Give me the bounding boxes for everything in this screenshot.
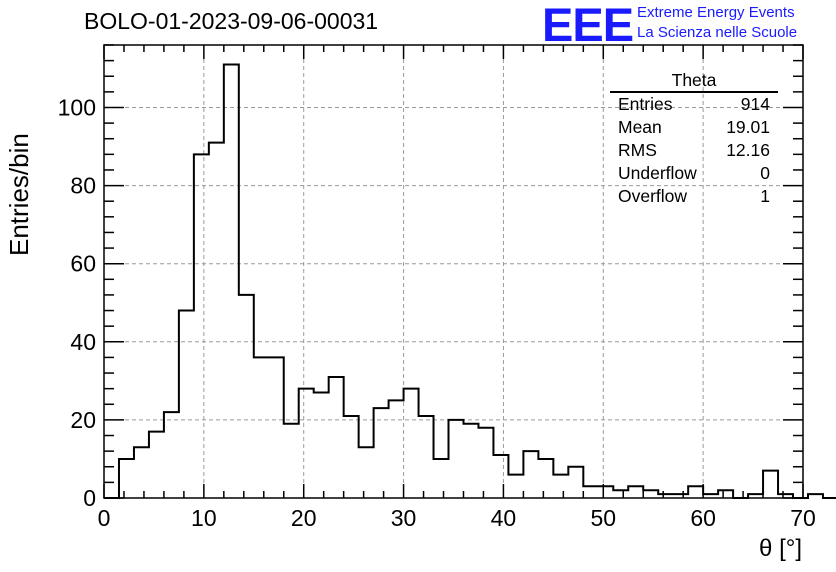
histogram-bin: [179, 311, 194, 498]
histogram-bin: [404, 389, 419, 498]
stats-row-entries: Entries 914: [610, 93, 778, 116]
histogram-bin: [194, 154, 209, 498]
x-tick-label: 70: [790, 505, 816, 531]
stats-label: RMS: [618, 140, 657, 160]
x-tick-label: 0: [98, 505, 111, 531]
histogram-bin: [478, 428, 493, 498]
x-tick-label: 30: [391, 505, 417, 531]
y-tick-label: 40: [70, 329, 96, 355]
histogram-series: [104, 63, 836, 499]
histogram-bin: [209, 143, 224, 498]
y-axis-label: Entries/bin: [4, 133, 34, 256]
x-tick-label: 20: [291, 505, 317, 531]
x-tick-label: 60: [690, 505, 716, 531]
histogram-bin: [598, 486, 613, 498]
plot-frame: [103, 44, 804, 499]
histogram-bin: [269, 357, 284, 498]
histogram-bin: [359, 447, 374, 498]
histogram-bin: [718, 490, 733, 498]
stats-label: Overflow: [618, 186, 688, 206]
histogram-bin: [643, 490, 658, 498]
histogram-bin: [449, 420, 464, 498]
histogram-bin: [553, 475, 568, 498]
histogram-bin: [523, 451, 538, 498]
histogram-bin: [688, 486, 703, 498]
histogram-bin: [284, 424, 299, 498]
stats-title: Theta: [610, 70, 778, 93]
x-axis-label: θ [°]: [759, 535, 802, 562]
y-tick-label: 80: [70, 173, 96, 199]
histogram-bin: [613, 490, 628, 498]
stats-value: 914: [740, 94, 770, 114]
stats-label: Mean: [618, 117, 662, 137]
y-tick-label: 0: [83, 485, 96, 511]
histogram-bin: [119, 459, 134, 498]
histogram-bin: [493, 455, 508, 498]
stats-value: 0: [760, 163, 770, 183]
histogram-bin: [538, 459, 553, 498]
histogram-bin: [508, 475, 523, 498]
histogram-bin: [419, 416, 434, 498]
x-tick-label: 40: [491, 505, 517, 531]
chart-title: BOLO-01-2023-09-06-00031: [84, 8, 379, 34]
y-tick-label: 60: [70, 251, 96, 277]
histogram-bin: [389, 400, 404, 498]
histogram-bin: [254, 357, 269, 498]
logo-line-1: Extreme Energy Events: [637, 4, 795, 21]
stats-value: 19.01: [726, 117, 770, 137]
histogram-bin: [329, 377, 344, 498]
histogram-bin: [344, 416, 359, 498]
histogram-bin: [149, 432, 164, 498]
histogram-bin: [374, 408, 389, 498]
histogram-bin: [134, 447, 149, 498]
eee-logo: EEE: [542, 0, 634, 51]
stats-row-rms: RMS 12.16: [610, 139, 778, 162]
histogram-bin: [463, 424, 478, 498]
stats-row-mean: Mean 19.01: [610, 116, 778, 139]
histogram-bin: [583, 486, 598, 498]
histogram-bin: [628, 486, 643, 498]
stats-label: Entries: [618, 94, 673, 114]
logo-line-2: La Scienza nelle Scuole: [637, 24, 798, 41]
histogram-bin: [314, 393, 329, 498]
stats-row-overflow: Overflow 1: [610, 185, 778, 208]
histogram-bin: [299, 389, 314, 498]
histogram-bin: [434, 459, 449, 498]
histogram-bin: [164, 412, 179, 498]
x-tick-label: 10: [191, 505, 217, 531]
stats-box: Theta Entries 914 Mean 19.01 RMS 12.16 U…: [610, 70, 778, 208]
stats-label: Underflow: [618, 163, 697, 183]
histogram-bin: [239, 295, 254, 498]
histogram-bin: [763, 471, 778, 498]
y-tick-label: 20: [70, 407, 96, 433]
x-tick-label: 50: [590, 505, 616, 531]
y-tick-label: 100: [58, 94, 96, 120]
stats-value: 1: [760, 186, 770, 206]
histogram-bin: [224, 65, 239, 498]
histogram-bin: [568, 467, 583, 498]
stats-value: 12.16: [726, 140, 770, 160]
stats-row-underflow: Underflow 0: [610, 162, 778, 185]
